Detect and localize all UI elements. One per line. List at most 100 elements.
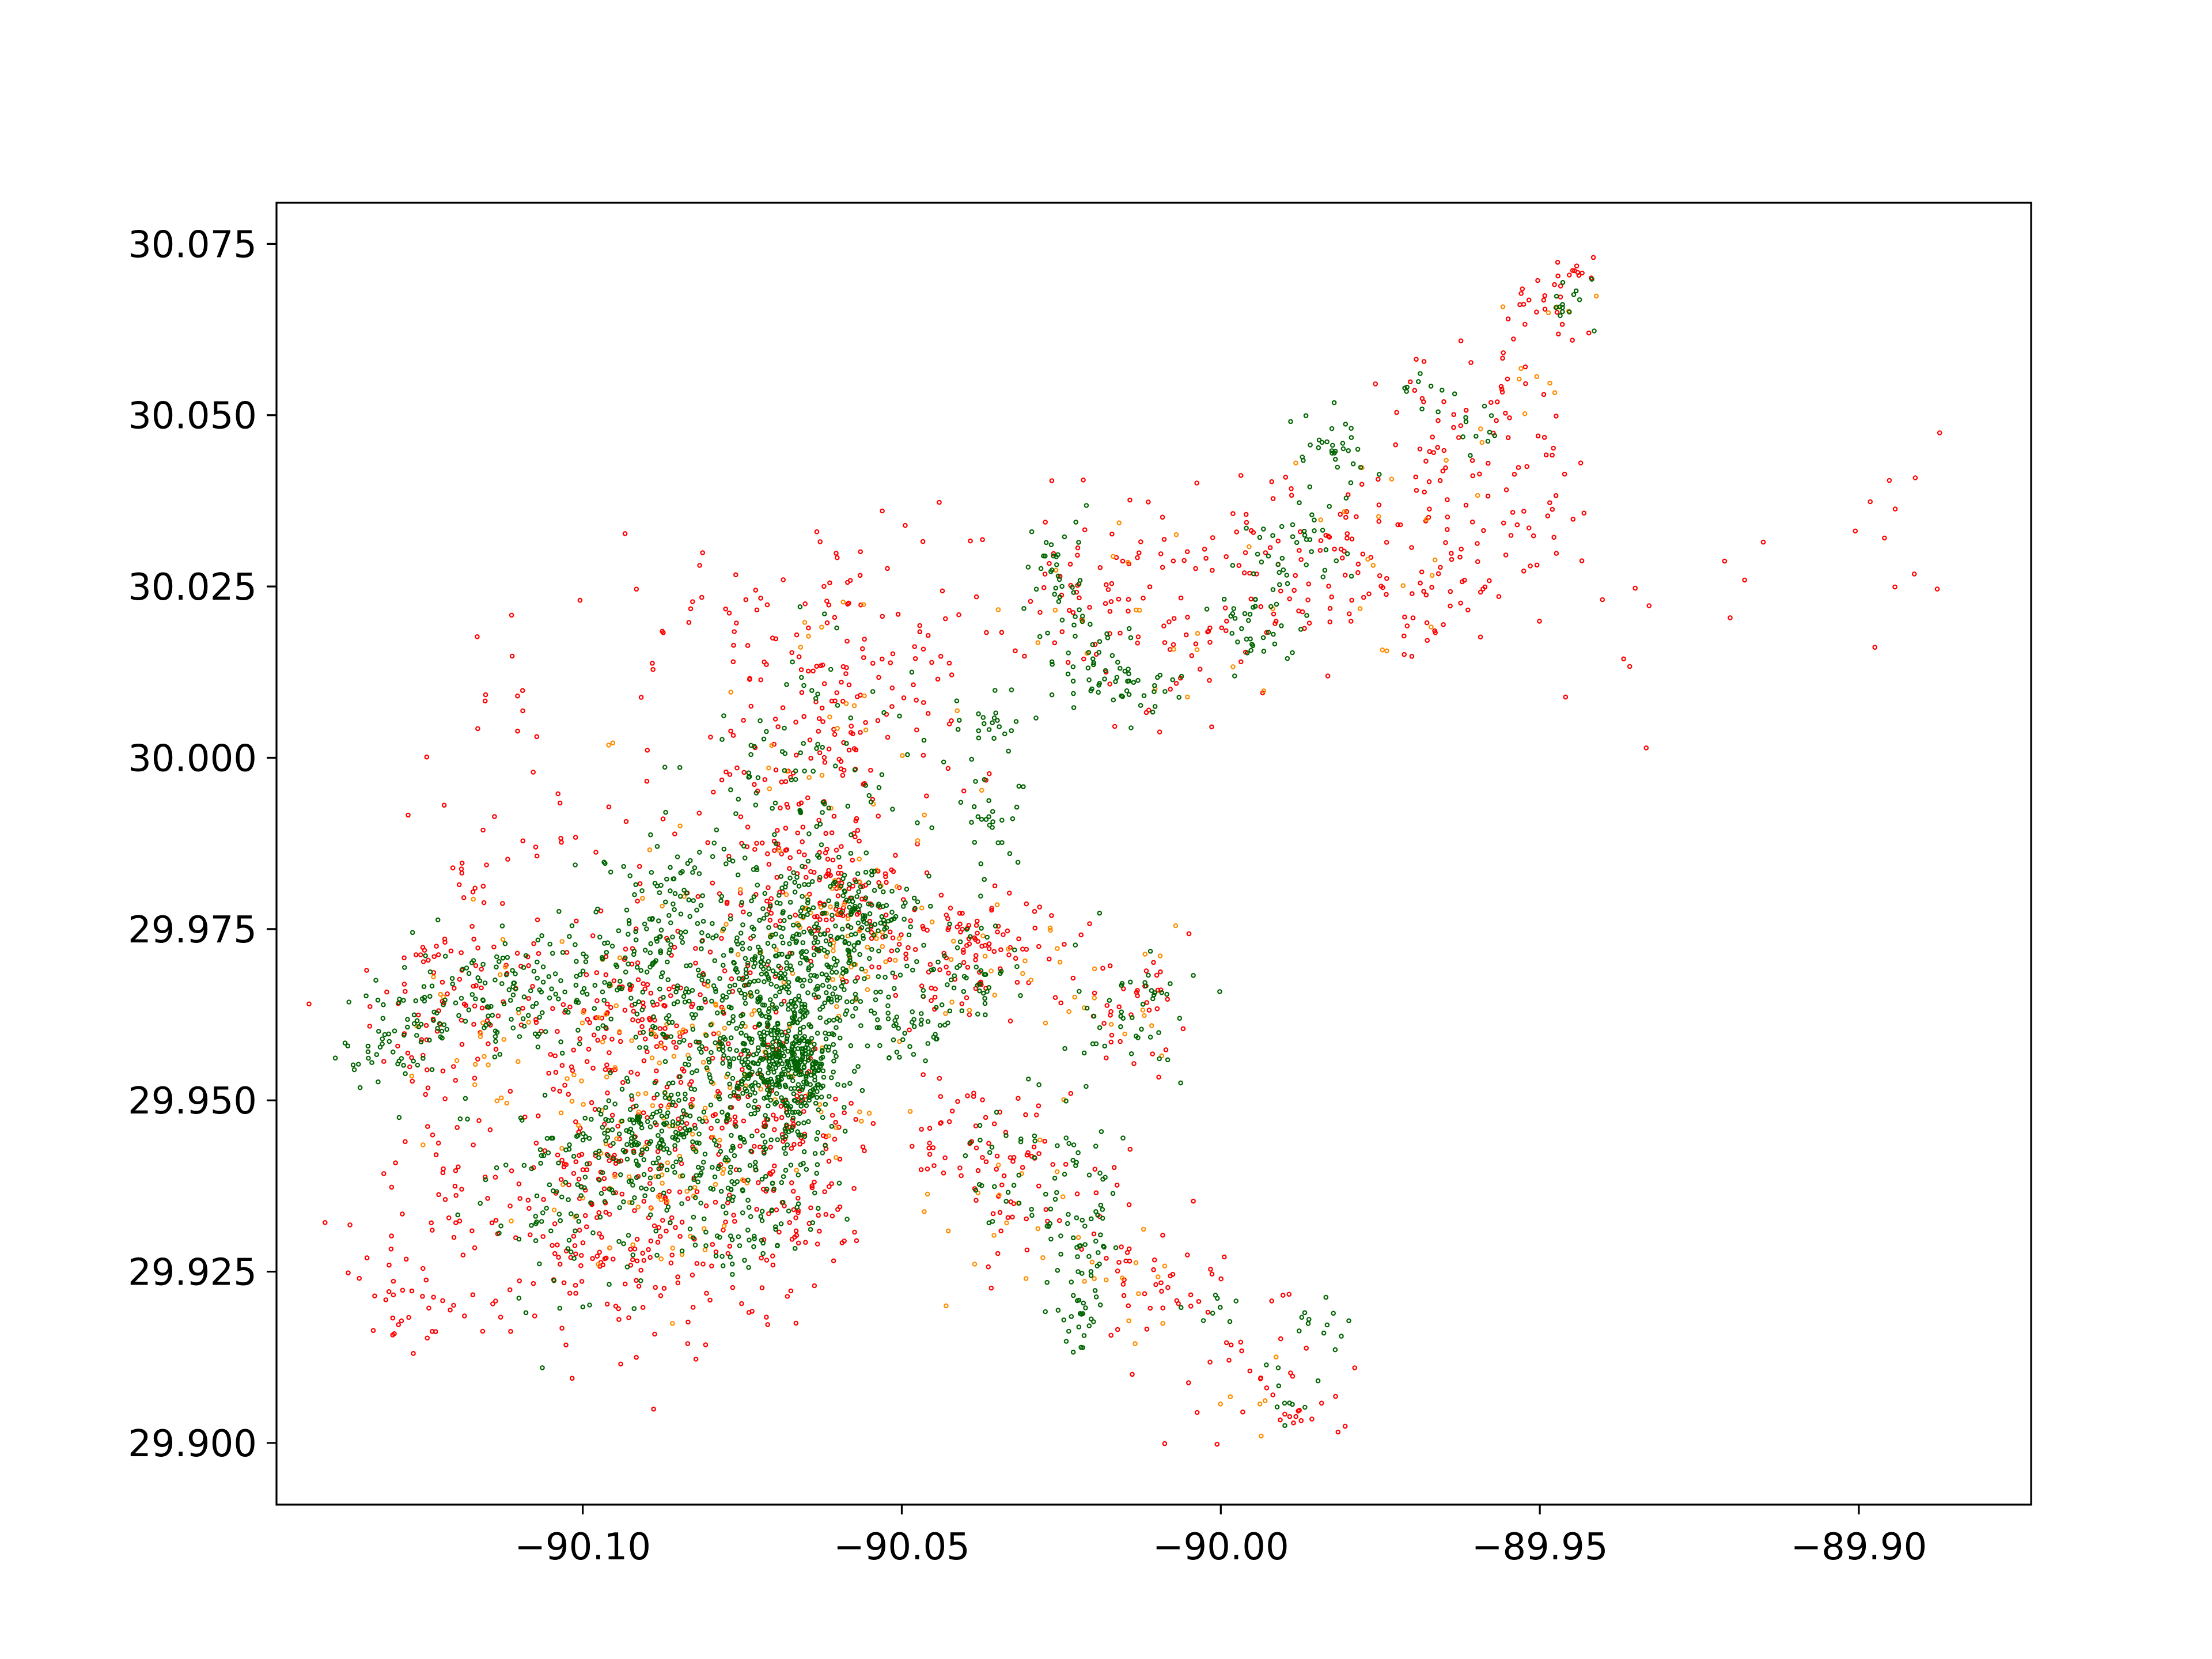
scatter-point-green <box>815 1130 821 1135</box>
scatter-point-red <box>1135 634 1141 639</box>
scatter-point-green <box>380 1036 385 1041</box>
scatter-point-green <box>834 903 840 908</box>
scatter-point-green <box>839 934 845 940</box>
scatter-point-green <box>728 1254 733 1260</box>
scatter-point-green <box>681 888 687 893</box>
scatter-point-red <box>669 1215 675 1221</box>
scatter-point-green <box>673 1159 679 1165</box>
scatter-point-red <box>753 588 759 593</box>
scatter-point-green <box>1086 650 1092 656</box>
scatter-point-red <box>834 551 839 556</box>
scatter-point-green <box>763 1146 768 1152</box>
scatter-point-green <box>1043 540 1049 546</box>
scatter-point-red <box>1287 596 1293 601</box>
scatter-point-green <box>789 1074 794 1080</box>
scatter-point-orange <box>1318 517 1324 522</box>
scatter-point-orange <box>677 823 683 829</box>
scatter-point-red <box>780 705 786 710</box>
scatter-point-green <box>1070 585 1075 590</box>
scatter-point-red <box>772 717 778 722</box>
scatter-point-red <box>1109 1032 1115 1038</box>
scatter-point-red <box>423 1277 429 1283</box>
scatter-point-green <box>770 805 775 811</box>
scatter-point-green <box>1377 472 1382 477</box>
scatter-point-green <box>345 1043 351 1049</box>
scatter-point-red <box>623 819 629 824</box>
scatter-point-red <box>1049 913 1054 918</box>
scatter-point-green <box>856 907 861 912</box>
scatter-point-green <box>819 1056 824 1061</box>
scatter-point-red <box>1165 997 1171 1002</box>
scatter-point-red <box>1581 510 1587 516</box>
scatter-point-red <box>1556 331 1561 337</box>
scatter-point-green <box>642 921 647 927</box>
scatter-point-orange <box>1432 557 1438 563</box>
scatter-point-red <box>1222 605 1228 611</box>
scatter-point-red <box>1047 560 1052 566</box>
scatter-point-green <box>806 967 811 972</box>
scatter-point-red <box>1934 586 1940 592</box>
scatter-point-green <box>774 984 779 989</box>
scatter-point-green <box>510 968 515 974</box>
scatter-point-red <box>824 917 829 923</box>
scatter-point-green <box>609 1187 615 1192</box>
scatter-point-green <box>1097 681 1103 686</box>
scatter-point-green <box>592 983 598 988</box>
scatter-point-red <box>423 1022 429 1028</box>
scatter-point-green <box>851 948 857 953</box>
scatter-point-orange <box>677 1030 683 1035</box>
scatter-point-green <box>779 1029 784 1035</box>
scatter-point-green <box>752 960 758 966</box>
scatter-point-red <box>1042 1138 1048 1144</box>
scatter-point-red <box>690 1097 695 1102</box>
scatter-point-green <box>1080 1217 1085 1223</box>
scatter-point-red <box>602 1256 608 1262</box>
scatter-point-green <box>890 970 896 976</box>
scatter-point-orange <box>612 1065 618 1070</box>
scatter-point-green <box>695 1179 700 1185</box>
scatter-point-red <box>1142 1291 1147 1297</box>
scatter-point-orange <box>558 1110 564 1116</box>
scatter-point-green <box>1096 650 1102 655</box>
scatter-point-red <box>655 1240 661 1245</box>
scatter-point-green <box>332 1055 338 1061</box>
scatter-point-green <box>897 972 903 978</box>
scatter-point-green <box>477 978 483 984</box>
scatter-point-red <box>854 694 860 699</box>
scatter-point-green <box>802 768 807 774</box>
scatter-point-orange <box>472 1082 478 1088</box>
scatter-point-red <box>749 1309 755 1314</box>
scatter-point-green <box>690 1027 696 1032</box>
scatter-point-green <box>1150 709 1156 715</box>
scatter-point-green <box>696 1141 702 1146</box>
scatter-point-green <box>789 1127 794 1133</box>
scatter-point-red <box>1465 607 1471 613</box>
scatter-point-orange <box>758 1086 764 1092</box>
scatter-point-green <box>714 1233 720 1238</box>
scatter-point-green <box>865 1043 870 1048</box>
scatter-point-green <box>1279 555 1285 561</box>
scatter-point-red <box>779 1132 785 1137</box>
scatter-point-green <box>1070 679 1076 684</box>
scatter-point-green <box>573 942 578 948</box>
scatter-point-red <box>974 594 979 600</box>
scatter-point-red <box>980 1097 985 1103</box>
scatter-point-green <box>626 1179 632 1184</box>
scatter-point-red <box>578 1263 584 1268</box>
scatter-point-green <box>850 899 855 904</box>
scatter-point-green <box>879 914 885 919</box>
scatter-point-red <box>822 1189 827 1195</box>
scatter-point-red <box>843 671 849 676</box>
scatter-point-red <box>515 728 520 734</box>
scatter-point-green <box>494 954 499 960</box>
scatter-point-green <box>666 1013 672 1018</box>
scatter-point-red <box>1469 458 1475 463</box>
scatter-point-green <box>731 1090 737 1095</box>
scatter-point-green <box>699 938 705 944</box>
scatter-point-red <box>816 716 822 721</box>
scatter-point-red <box>1478 634 1483 640</box>
scatter-point-green <box>903 900 908 906</box>
scatter-point-green <box>919 1011 924 1016</box>
scatter-point-red <box>1218 1276 1224 1282</box>
scatter-point-green <box>757 718 763 724</box>
